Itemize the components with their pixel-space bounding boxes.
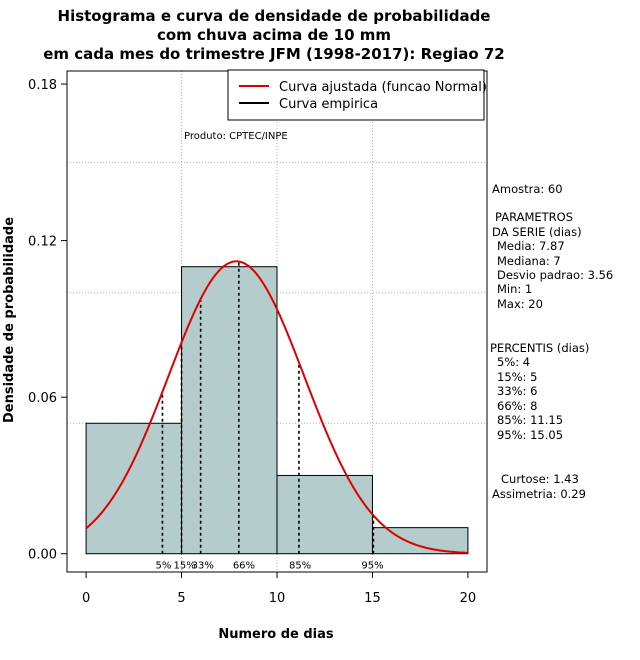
normal-curve-line: [85, 260, 468, 554]
stat-p95: 95%: 15.05: [497, 428, 563, 442]
x-axis: 0 5 10 15 20: [82, 572, 476, 606]
legend-label-normal: Curva ajustada (funcao Normal): [279, 80, 487, 95]
params-header-2: DA SERIE (dias): [492, 225, 582, 239]
percentiles-header: PERCENTIS (dias): [490, 341, 589, 355]
y-axis-label: Densidade de probabilidade: [2, 217, 17, 423]
histogram-bar-0: [85, 422, 183, 555]
x-tick-label: 20: [460, 591, 477, 606]
legend-label-empirical: Curva empirica: [279, 97, 378, 112]
percentile-lines: 5% 15%33% 66% 85% 95%: [155, 261, 384, 572]
histogram-bar-3: [371, 527, 469, 555]
stat-skewness: Assimetria: 0.29: [492, 487, 586, 501]
x-tick-label: 5: [177, 591, 185, 606]
params-header-1: PARAMETROS: [495, 210, 573, 224]
x-tick-label: 15: [364, 591, 381, 606]
x-tick-label: 0: [82, 591, 90, 606]
x-tick-label: 10: [269, 591, 286, 606]
stat-sd: Desvio padrao: 3.56: [497, 268, 613, 282]
stat-max: Max: 20: [497, 297, 543, 311]
percentile-label-15: 15%: [174, 561, 196, 572]
stat-p15: 15%: 5: [497, 370, 537, 384]
chart-title-line-1: Histograma e curva de densidade de proba…: [58, 7, 491, 25]
percentile-label-5: 5%: [155, 561, 171, 572]
y-tick-label: 0.00: [28, 548, 57, 563]
stat-median: Mediana: 7: [497, 254, 561, 268]
percentile-label-85: 85%: [289, 561, 311, 572]
stat-p33: 33%: 6: [497, 384, 537, 398]
percentile-label-66: 66%: [233, 561, 255, 572]
histogram-bars: [85, 266, 469, 555]
stat-kurtosis: Curtose: 1.43: [501, 472, 579, 486]
sample-size: Amostra: 60: [492, 182, 563, 196]
legend-box: [227, 69, 485, 121]
histogram-bar-1: [181, 266, 278, 555]
y-axis: 0.00 0.06 0.12 0.18: [28, 78, 67, 563]
statistics-panel: Amostra: 60 PARAMETROS DA SERIE (dias) M…: [490, 182, 613, 501]
y-tick-label: 0.06: [28, 391, 57, 406]
percentile-label-95: 95%: [361, 561, 383, 572]
stat-mean: Media: 7.87: [497, 239, 565, 253]
y-tick-label: 0.18: [28, 78, 57, 93]
product-note: Produto: CPTEC/INPE: [184, 131, 288, 142]
stat-p85: 85%: 11.15: [497, 413, 563, 427]
percentile-label-33: 33%: [192, 561, 214, 572]
stat-p66: 66%: 8: [497, 399, 537, 413]
legend: Curva ajustada (funcao Normal) Curva emp…: [227, 69, 487, 121]
stat-p5: 5%: 4: [497, 355, 530, 369]
chart-title-line-2: com chuva acima de 10 mm: [157, 26, 391, 44]
y-tick-label: 0.12: [28, 235, 57, 250]
x-axis-label: Numero de dias: [218, 627, 334, 642]
histogram-bar-2: [276, 474, 373, 555]
chart-title-line-3: em cada mes do trimestre JFM (1998-2017)…: [43, 45, 505, 63]
stat-min: Min: 1: [497, 282, 532, 296]
